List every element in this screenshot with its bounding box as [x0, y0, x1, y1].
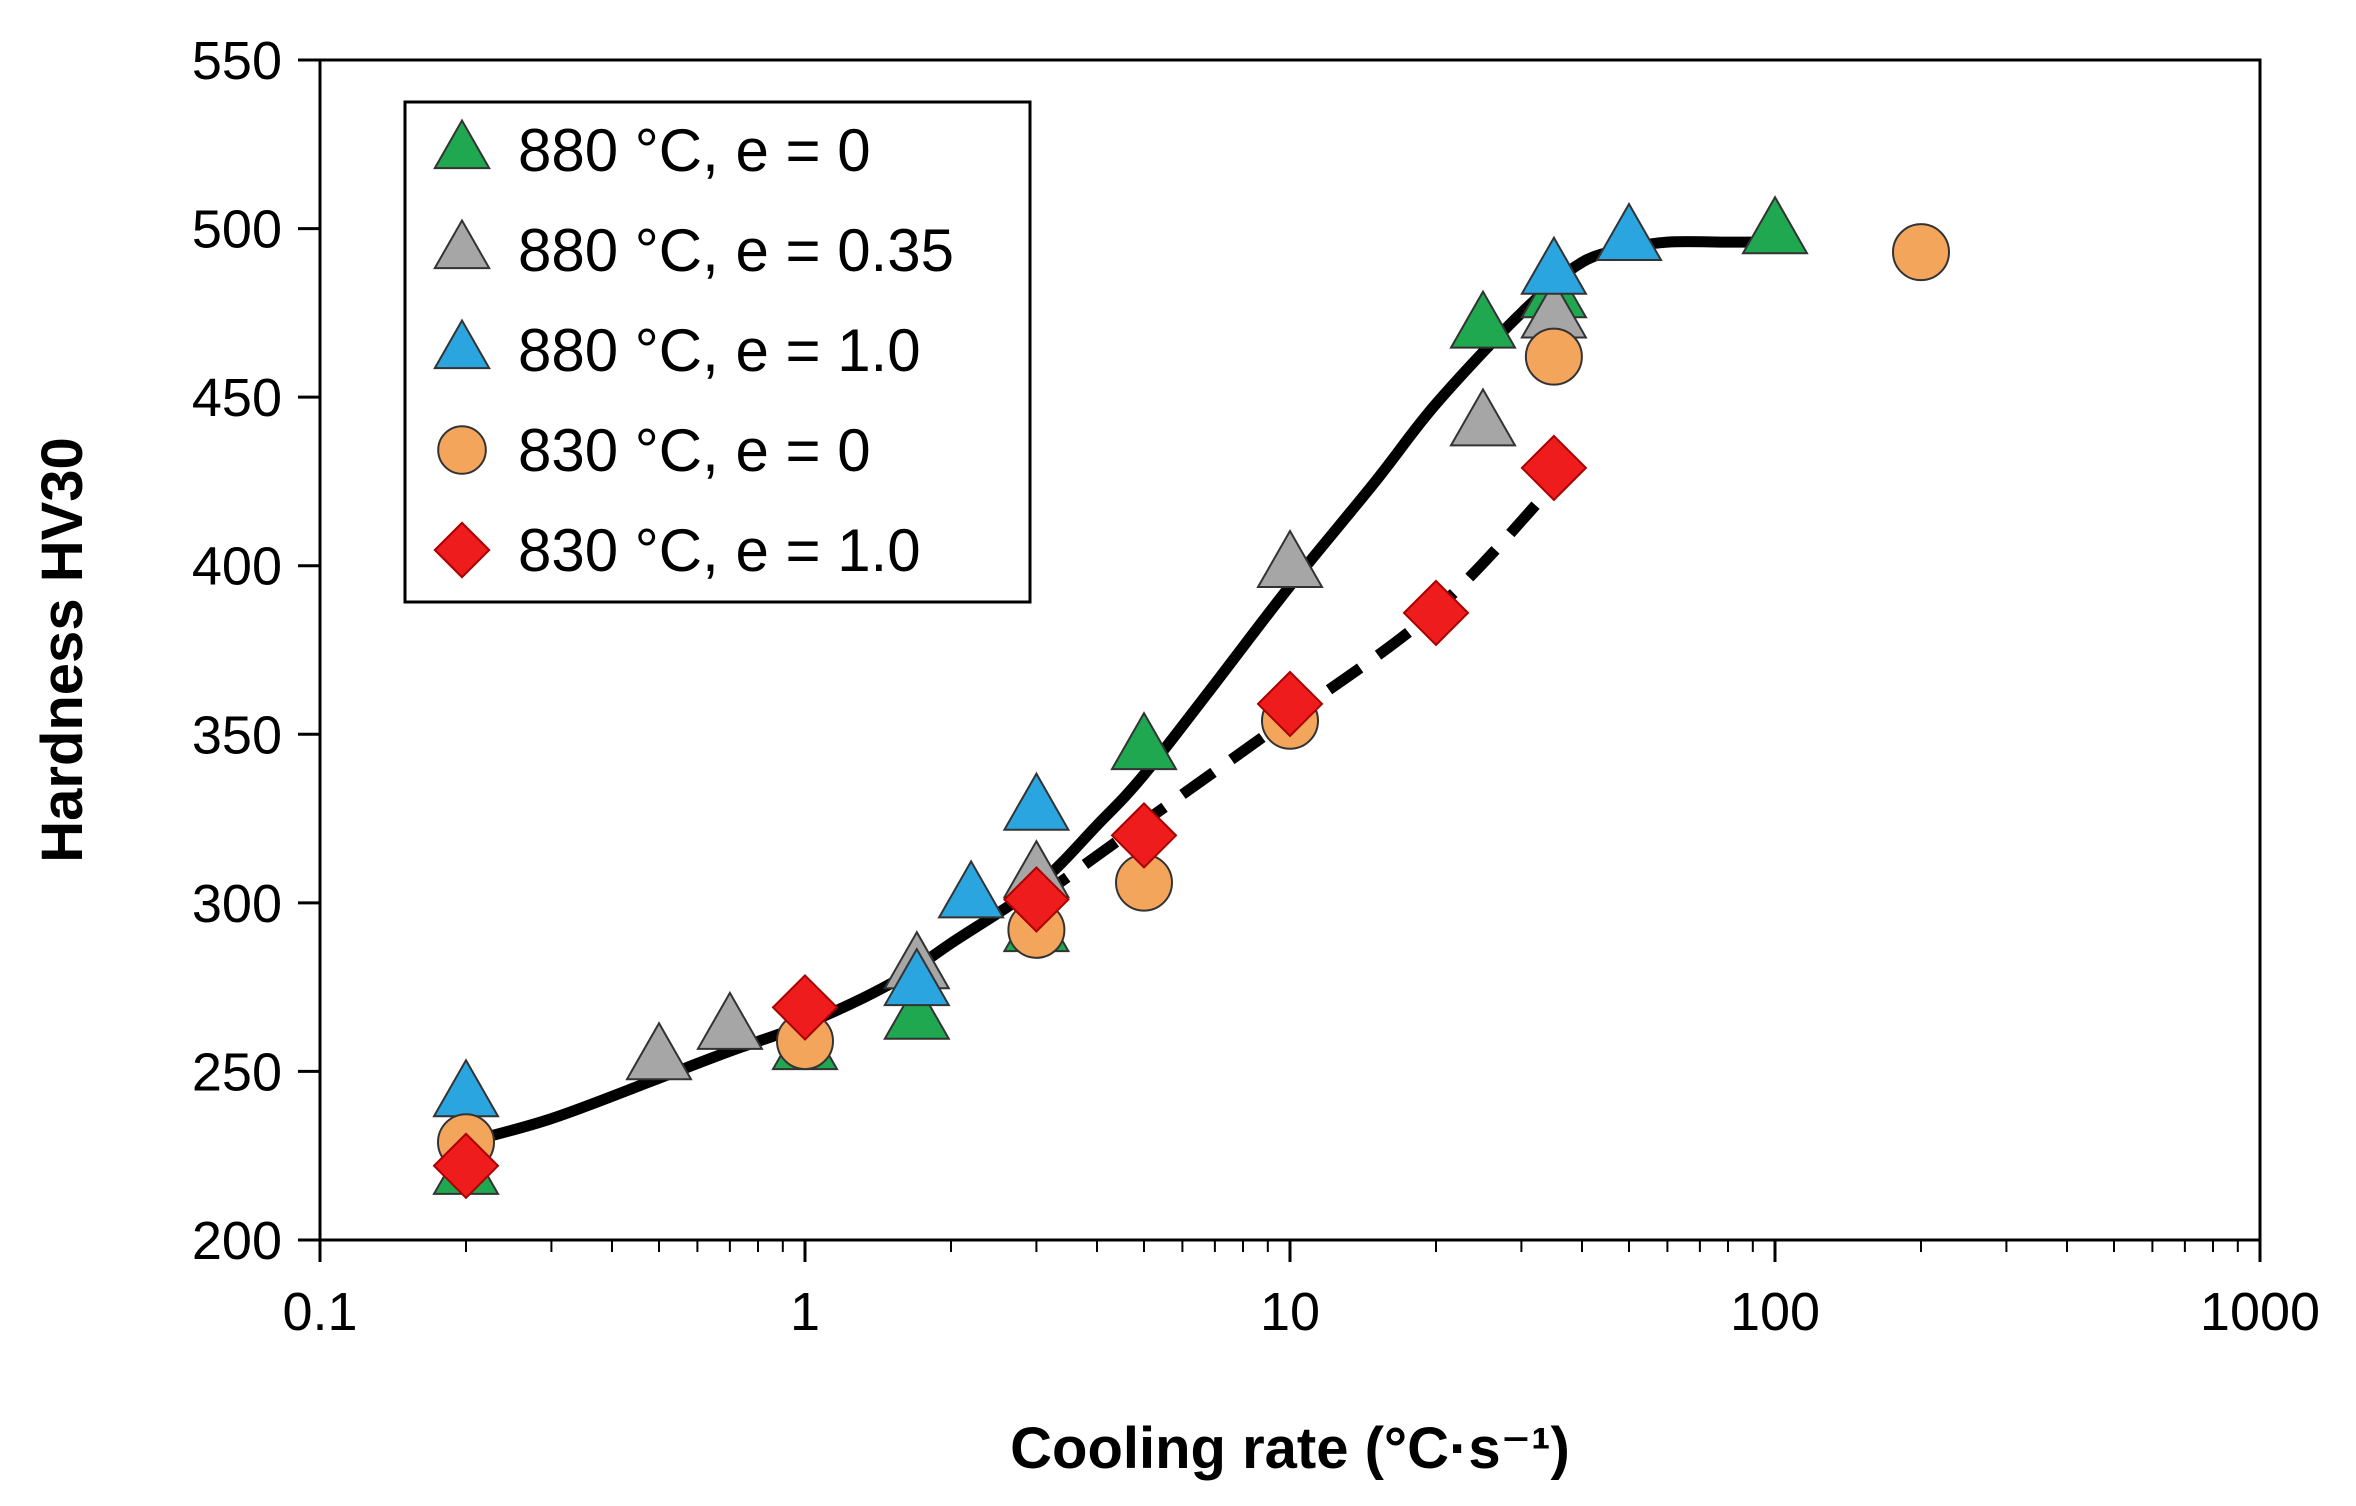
- data-point: [1002, 771, 1071, 831]
- data-point: [1891, 223, 1950, 282]
- legend-marker-3: [437, 425, 487, 475]
- y-axis-title: Hardness HV30: [30, 437, 95, 863]
- data-point: [1524, 327, 1583, 386]
- legend-label-0: 880 °C, e = 0: [518, 117, 871, 184]
- x-tick-label-100: 100: [1730, 1282, 1820, 1342]
- x-tick-label-1000: 1000: [2200, 1282, 2320, 1342]
- x-axis-title: Cooling rate (°C·s⁻¹): [1010, 1416, 1570, 1481]
- data-point: [771, 973, 839, 1041]
- data-point: [1402, 579, 1470, 647]
- ticks-layer: 200 250 300 350 400 450 500 550 0.1 1 10 100 1000: [192, 31, 2320, 1342]
- data-point: [1520, 235, 1588, 295]
- data-point: [883, 980, 951, 1040]
- y-tick-label-300: 300: [192, 874, 282, 934]
- series-2-markers: [432, 201, 1663, 1118]
- y-tick-label-500: 500: [192, 200, 282, 260]
- data-point: [1256, 528, 1324, 588]
- legend-label-3: 830 °C, e = 0: [518, 417, 871, 484]
- y-tick-label-200: 200: [192, 1211, 282, 1271]
- y-tick-label-350: 350: [192, 705, 282, 765]
- data-point: [1002, 866, 1070, 933]
- legend-marker-2: [433, 318, 491, 370]
- y-tick-label-550: 550: [192, 31, 282, 91]
- data-point: [696, 990, 764, 1050]
- data-point: [1595, 201, 1663, 261]
- legend-label-1: 880 °C, e = 0.35: [518, 217, 954, 284]
- x-tick-label-10: 10: [1260, 1282, 1320, 1342]
- legend-box: [403, 100, 1032, 604]
- y-tick-label-250: 250: [192, 1042, 282, 1102]
- data-point: [1449, 289, 1517, 349]
- legend-label-2: 880 °C, e = 1.0: [518, 317, 921, 384]
- markers-layer: [432, 195, 1950, 1200]
- x-tick-label-0.1: 0.1: [282, 1282, 357, 1342]
- legend: 880 °C, e = 0 880 °C, e = 0.35 880 °C, e =…: [403, 100, 1032, 604]
- x-tick-label-1: 1: [790, 1282, 820, 1342]
- data-point: [1256, 670, 1324, 738]
- data-point: [937, 859, 1005, 919]
- y-tick-label-450: 450: [192, 368, 282, 428]
- y-tick-label-400: 400: [192, 537, 282, 597]
- data-point: [1110, 711, 1178, 771]
- legend-marker-0: [433, 118, 491, 170]
- data-point: [1520, 434, 1588, 502]
- legend-marker-4: [433, 521, 491, 579]
- data-point: [1110, 801, 1178, 869]
- fit-880-line: [464, 236, 1775, 1148]
- legend-label-4: 830 °C, e = 1.0: [518, 517, 921, 584]
- data-point: [1449, 387, 1517, 447]
- data-point: [1741, 195, 1809, 255]
- series-4-markers: [432, 434, 1588, 1200]
- data-point: [625, 1021, 693, 1081]
- legend-marker-1: [433, 218, 491, 270]
- data-point: [432, 1132, 500, 1200]
- data-point: [883, 947, 951, 1007]
